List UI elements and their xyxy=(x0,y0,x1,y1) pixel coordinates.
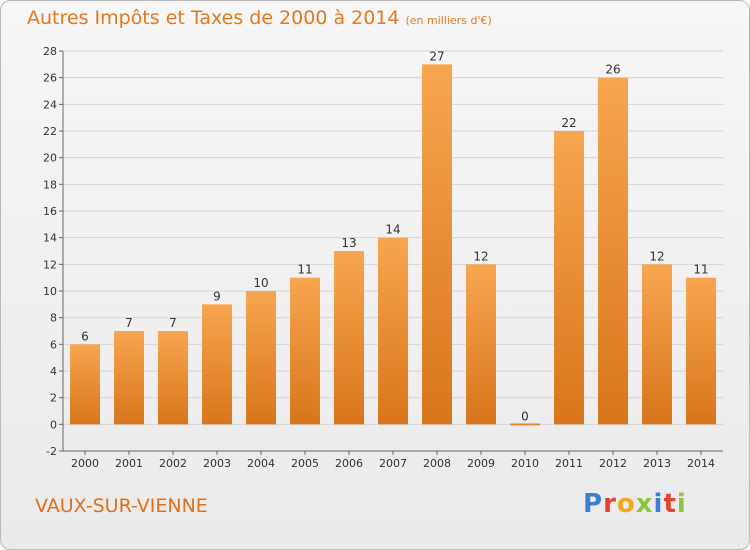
x-tick-label: 2014 xyxy=(687,457,715,470)
y-tick-label: 28 xyxy=(43,45,57,58)
logo-letter: i xyxy=(653,489,664,519)
y-tick-label: 24 xyxy=(43,98,57,111)
bar-value-label: 12 xyxy=(649,249,664,263)
x-tick-label: 2004 xyxy=(247,457,275,470)
bar xyxy=(422,64,452,425)
bar xyxy=(554,131,584,425)
logo-letter: r xyxy=(603,489,617,519)
x-tick-label: 2000 xyxy=(71,457,99,470)
y-tick-label: 4 xyxy=(50,365,57,378)
y-tick-label: 2 xyxy=(50,392,57,405)
logo-letter: P xyxy=(583,489,604,519)
bar xyxy=(598,77,628,425)
bar-value-label: 14 xyxy=(385,223,400,237)
y-tick-label: 14 xyxy=(43,232,57,245)
chart-subtitle: (en milliers d'€) xyxy=(405,14,492,27)
bar-value-label: 26 xyxy=(605,63,620,77)
bar xyxy=(70,344,100,425)
logo-letter: t xyxy=(663,489,677,519)
bar xyxy=(114,331,144,425)
x-tick-label: 2002 xyxy=(159,457,187,470)
x-tick-label: 2013 xyxy=(643,457,671,470)
bar-value-label: 7 xyxy=(125,316,133,330)
x-tick-label: 2012 xyxy=(599,457,627,470)
bar xyxy=(202,304,232,425)
bar xyxy=(158,331,188,425)
y-tick-label: 6 xyxy=(50,338,57,351)
bar-value-label: 11 xyxy=(693,263,708,277)
logo-letter: x xyxy=(635,489,654,519)
logo-letter: i xyxy=(676,489,687,519)
chart-title-text: Autres Impôts et Taxes de 2000 à 2014 xyxy=(27,7,400,29)
y-tick-label: 20 xyxy=(43,152,57,165)
bar xyxy=(334,251,364,425)
y-tick-label: 8 xyxy=(50,312,57,325)
y-tick-label: 26 xyxy=(43,72,57,85)
bar xyxy=(466,264,496,425)
labels: 6 7 7 9 10 11 13 14 27 12 0 22 26 12 11 xyxy=(81,49,708,423)
bar-value-label: 27 xyxy=(429,49,444,63)
x-tick-label: 2007 xyxy=(379,457,407,470)
bar xyxy=(246,291,276,425)
x-tick-label: 2008 xyxy=(423,457,451,470)
bar-value-label: 22 xyxy=(561,116,576,130)
x-tick-label: 2005 xyxy=(291,457,319,470)
x-tick-label: 2010 xyxy=(511,457,539,470)
bar-value-label: 7 xyxy=(169,316,177,330)
bar-value-label: 13 xyxy=(341,236,356,250)
x-tick-label: 2009 xyxy=(467,457,495,470)
chart-title: Autres Impôts et Taxes de 2000 à 2014 (en… xyxy=(27,7,492,29)
bar-value-label: 12 xyxy=(473,249,488,263)
y-tick-label: 0 xyxy=(50,418,57,431)
x-tick-label: 2003 xyxy=(203,457,231,470)
x-tick-label: 2011 xyxy=(555,457,583,470)
bar xyxy=(290,277,320,425)
bar xyxy=(510,423,540,426)
bar-value-label: 9 xyxy=(213,289,221,303)
proxiti-logo[interactable]: Proxiti xyxy=(583,489,687,519)
location-name: VAUX-SUR-VIENNE xyxy=(35,495,208,517)
logo-letter: o xyxy=(616,489,636,519)
bar-value-label: 10 xyxy=(253,276,268,290)
bar-value-label: 11 xyxy=(297,263,312,277)
bars xyxy=(70,64,716,426)
y-tick-label: 16 xyxy=(43,205,57,218)
y-tick-label: 22 xyxy=(43,125,57,138)
bar xyxy=(686,277,716,425)
bar xyxy=(378,237,408,425)
y-tick-label: -2 xyxy=(46,445,57,458)
x-tick-label: 2001 xyxy=(115,457,143,470)
bar xyxy=(642,264,672,425)
y-tick-label: 12 xyxy=(43,258,57,271)
y-tick-label: 10 xyxy=(43,285,57,298)
y-tick-label: 18 xyxy=(43,178,57,191)
x-tick-label: 2006 xyxy=(335,457,363,470)
bar-value-label: 6 xyxy=(81,329,89,343)
bar-value-label: 0 xyxy=(521,409,529,423)
